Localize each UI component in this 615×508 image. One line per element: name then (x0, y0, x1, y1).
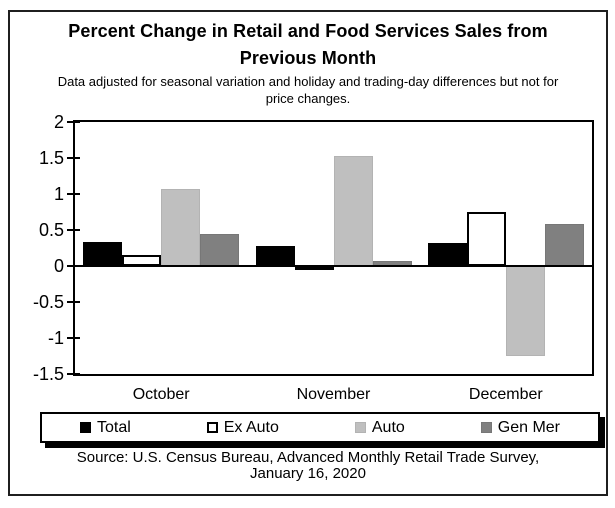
x-axis-label-october: October (132, 386, 190, 403)
y-tick-label: -1.5 (32, 364, 64, 384)
bar-total-december (427, 242, 467, 266)
legend-item-auto: Auto (354, 418, 405, 437)
x-axis-label-december: December (468, 386, 543, 403)
legend-label: Total (96, 418, 131, 436)
bar-gen-mer-december (544, 223, 584, 266)
y-tick-label: 0 (53, 256, 64, 276)
source-note-line2: January 16, 2020 (250, 465, 366, 482)
chart-title: Percent Change in Retail and Food Servic… (10, 18, 606, 72)
chart-subtitle-line2: price changes. (265, 91, 351, 106)
y-tick-mark (67, 229, 80, 231)
zero-line (75, 265, 592, 267)
y-tick-label: 2 (53, 112, 64, 132)
bar-total-october (83, 242, 123, 266)
y-tick-label: 1.5 (38, 148, 64, 168)
chart-subtitle: Data adjusted for seasonal variation and… (10, 73, 606, 107)
bar-auto-november (333, 155, 373, 266)
y-tick-mark (67, 337, 80, 339)
y-tick-label: -1 (47, 328, 64, 348)
legend-label: Gen Mer (497, 418, 561, 436)
y-tick-mark (67, 265, 80, 267)
legend-swatch-ex-auto (206, 422, 218, 433)
plot-area (73, 120, 594, 376)
legend-item-total: Total (79, 418, 131, 437)
y-tick-label: 1 (53, 184, 64, 204)
y-tick-mark (67, 373, 80, 375)
bar-total-november (255, 245, 295, 266)
chart-title-line2: Previous Month (239, 48, 377, 68)
y-tick-label: 0.5 (38, 220, 64, 240)
chart-figure: Percent Change in Retail and Food Servic… (8, 10, 608, 496)
legend-item-gen-mer: Gen Mer (480, 418, 561, 437)
legend-swatch-gen-mer (480, 422, 492, 433)
source-note-line1: Source: U.S. Census Bureau, Advanced Mon… (76, 449, 540, 466)
y-tick-mark (67, 157, 80, 159)
y-tick-mark (67, 121, 80, 123)
legend-item-ex-auto: Ex Auto (206, 418, 279, 437)
chart-title-line1: Percent Change in Retail and Food Servic… (68, 21, 548, 41)
bar-auto-october (161, 188, 201, 266)
y-tick-mark (67, 193, 80, 195)
source-note: Source: U.S. Census Bureau, Advanced Mon… (10, 450, 606, 482)
y-tick-mark (67, 301, 80, 303)
chart-subtitle-line1: Data adjusted for seasonal variation and… (57, 74, 559, 89)
y-tick-label: -0.5 (32, 292, 64, 312)
legend-swatch-auto (354, 422, 366, 433)
bar-ex-auto-december (466, 212, 506, 266)
legend-swatch-total (79, 422, 91, 433)
bar-gen-mer-october (200, 234, 240, 266)
legend-label: Auto (371, 418, 405, 436)
bar-ex-auto-november (294, 266, 334, 270)
legend: Total Ex Auto Auto Gen Mer (40, 412, 600, 443)
bar-auto-december (505, 266, 545, 356)
x-axis-label-november: November (296, 386, 371, 403)
legend-label: Ex Auto (223, 418, 279, 436)
